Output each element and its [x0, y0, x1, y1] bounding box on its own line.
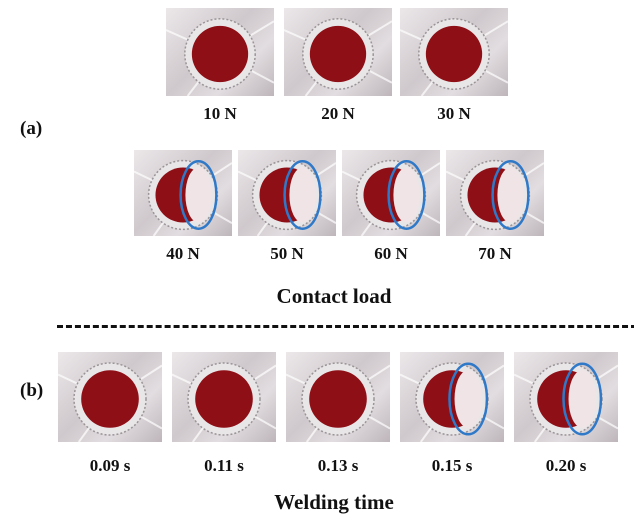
weld-nugget	[192, 26, 248, 82]
weld-spot-graphic	[134, 150, 232, 236]
time-label-0-09s: 0.09 s	[58, 456, 162, 476]
weld-photo-30n	[400, 8, 508, 96]
weld-spot-graphic	[172, 352, 276, 442]
weld-spot-graphic	[514, 352, 618, 442]
weld-photo-0-15s	[400, 352, 504, 442]
panel-b-label: (b)	[20, 380, 43, 402]
weld-spot-graphic	[446, 150, 544, 236]
weld-nugget	[309, 370, 367, 428]
weld-spot-graphic	[400, 352, 504, 442]
time-label-0-20s: 0.20 s	[514, 456, 618, 476]
panel-divider	[57, 325, 634, 328]
weld-photo-10n	[166, 8, 274, 96]
weld-photo-0-09s	[58, 352, 162, 442]
weld-nugget	[426, 26, 482, 82]
contact-load-title: Contact load	[234, 284, 434, 309]
weld-spot-graphic	[238, 150, 336, 236]
weld-photo-0-13s	[286, 352, 390, 442]
weld-spot-graphic	[166, 8, 274, 96]
time-label-0-13s: 0.13 s	[286, 456, 390, 476]
load-label-60n: 60 N	[342, 244, 440, 264]
weld-photo-0-20s	[514, 352, 618, 442]
time-label-0-15s: 0.15 s	[400, 456, 504, 476]
welding-time-title: Welding time	[234, 490, 434, 515]
load-label-40n: 40 N	[134, 244, 232, 264]
load-label-30n: 30 N	[400, 104, 508, 124]
load-label-50n: 50 N	[238, 244, 336, 264]
weld-spot-graphic	[286, 352, 390, 442]
weld-spot-graphic	[58, 352, 162, 442]
load-label-70n: 70 N	[446, 244, 544, 264]
weld-spot-graphic	[342, 150, 440, 236]
panel-a-label: (a)	[20, 118, 42, 140]
time-label-0-11s: 0.11 s	[172, 456, 276, 476]
load-label-20n: 20 N	[284, 104, 392, 124]
splash-region	[569, 370, 596, 428]
weld-nugget	[310, 26, 366, 82]
splash-region	[393, 167, 419, 222]
weld-nugget	[81, 370, 139, 428]
weld-photo-60n	[342, 150, 440, 236]
weld-photo-0-11s	[172, 352, 276, 442]
weld-spot-graphic	[284, 8, 392, 96]
weld-spot-graphic	[400, 8, 508, 96]
weld-photo-70n	[446, 150, 544, 236]
splash-region	[289, 167, 315, 222]
weld-photo-20n	[284, 8, 392, 96]
weld-photo-40n	[134, 150, 232, 236]
weld-photo-50n	[238, 150, 336, 236]
splash-region	[185, 167, 211, 222]
splash-region	[497, 167, 523, 222]
splash-region	[455, 370, 482, 428]
load-label-10n: 10 N	[166, 104, 274, 124]
weld-nugget	[195, 370, 253, 428]
